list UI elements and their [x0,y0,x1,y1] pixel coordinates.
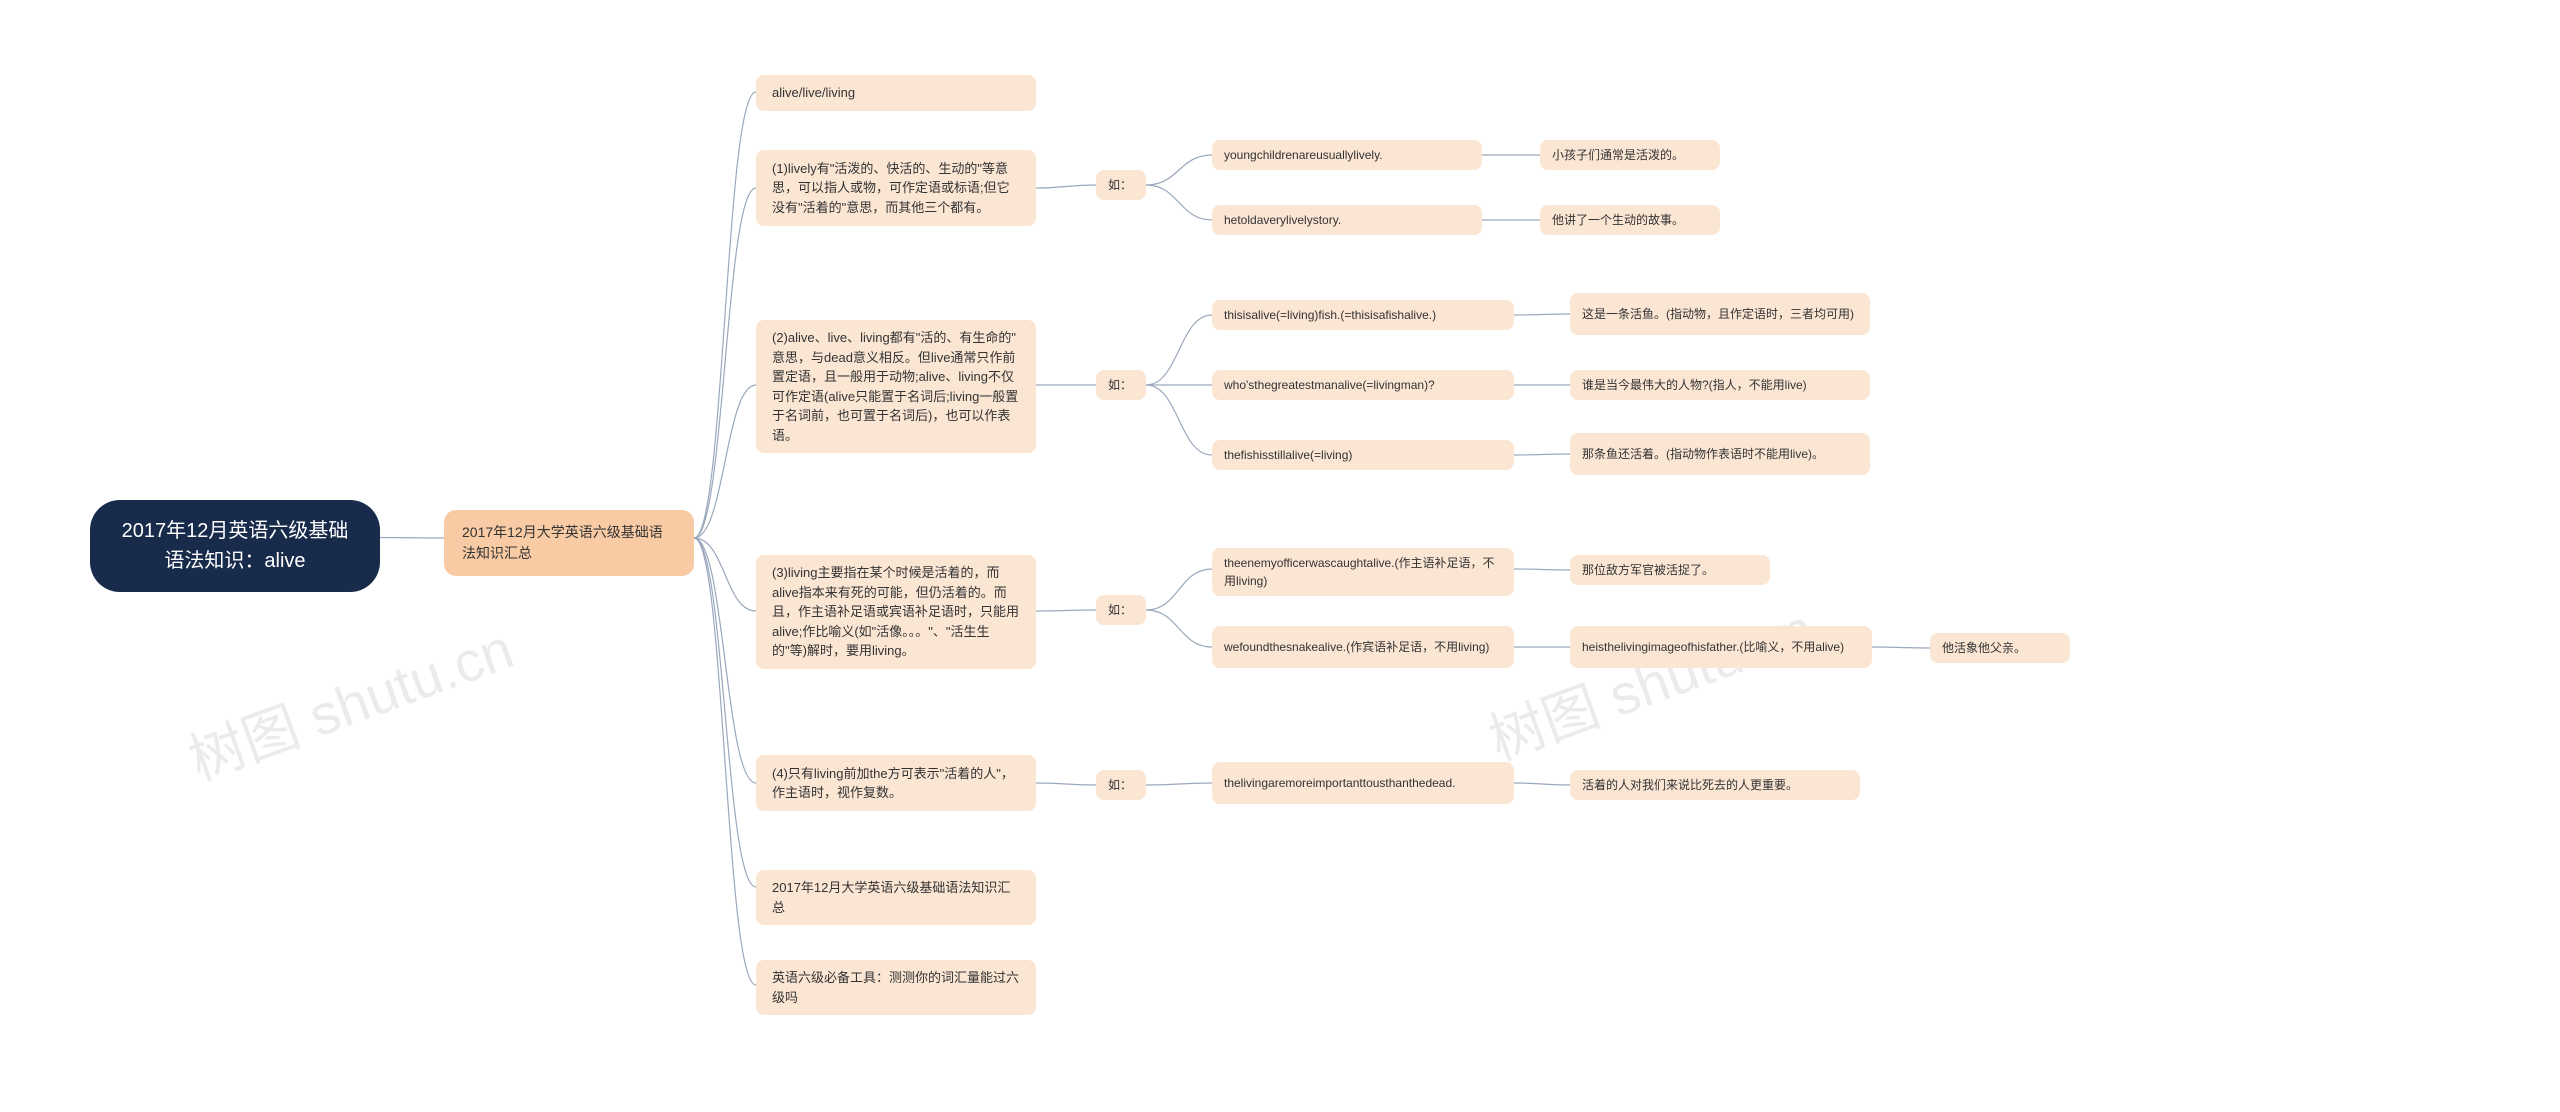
example-1-0: youngchildrenareusuallylively. [1212,140,1482,170]
connector-3: 如： [1096,595,1146,625]
explain-2-1: 谁是当今最伟大的人物?(指人，不能用live) [1570,370,1870,400]
branch-6: 英语六级必备工具：测测你的词汇量能过六级吗 [756,960,1036,1015]
watermark: 树图 shutu.cn [1476,584,1823,776]
example-1-1: hetoldaverylivelystory. [1212,205,1482,235]
connector-1: 如： [1096,170,1146,200]
example-3-0: theenemyofficerwascaughtalive.(作主语补足语，不用… [1212,548,1514,596]
explain2-3-1: 他活象他父亲。 [1930,633,2070,663]
branch-2: (2)alive、live、living都有"活的、有生命的" 意思，与dead… [756,320,1036,453]
explain-3-0: 那位敌方军官被活捉了。 [1570,555,1770,585]
root-node: 2017年12月英语六级基础语法知识：alive [90,500,380,592]
example-3-1: wefoundthesnakealive.(作宾语补足语，不用living) [1212,626,1514,668]
example-2-1: who'sthegreatestmanalive(=livingman)? [1212,370,1514,400]
connector-2: 如： [1096,370,1146,400]
explain-1-0: 小孩子们通常是活泼的。 [1540,140,1720,170]
branch-4: (4)只有living前加the方可表示"活着的人"，作主语时，视作复数。 [756,755,1036,811]
branch-5: 2017年12月大学英语六级基础语法知识汇总 [756,870,1036,925]
connector-4: 如： [1096,770,1146,800]
example-2-2: thefishisstillalive(=living) [1212,440,1514,470]
example-2-0: thisisalive(=living)fish.(=thisisafishal… [1212,300,1514,330]
branch-1: (1)lively有"活泼的、快活的、生动的"等意思，可以指人或物，可作定语或标… [756,150,1036,226]
branch-3: (3)living主要指在某个时候是活着的，而alive指本来有死的可能，但仍活… [756,555,1036,669]
watermark: 树图 shutu.cn [176,604,523,796]
example-4-0: thelivingaremoreimportanttousthanthedead… [1212,762,1514,804]
branch-0: alive/live/living [756,75,1036,111]
explain-2-0: 这是一条活鱼。(指动物，且作定语时，三者均可用) [1570,293,1870,335]
explain-4-0: 活着的人对我们来说比死去的人更重要。 [1570,770,1860,800]
level1-node: 2017年12月大学英语六级基础语法知识汇总 [444,510,694,576]
explain-1-1: 他讲了一个生动的故事。 [1540,205,1720,235]
explain-3-1: heisthelivingimageofhisfather.(比喻义，不用ali… [1570,626,1872,668]
explain-2-2: 那条鱼还活着。(指动物作表语时不能用live)。 [1570,433,1870,475]
